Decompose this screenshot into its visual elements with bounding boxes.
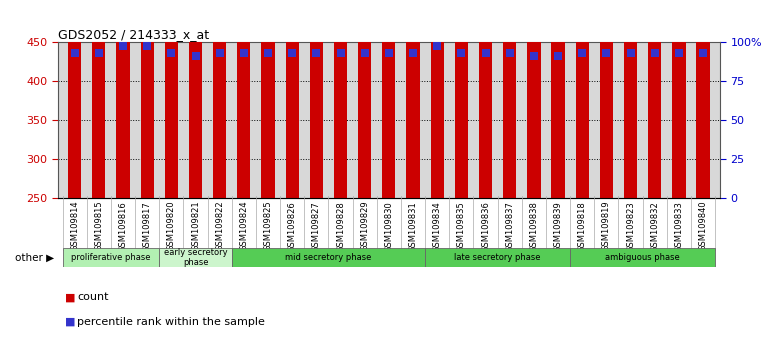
Point [166,51,178,56]
Text: late secretory phase: late secretory phase [454,253,541,262]
Bar [503,0,517,198]
Point [431,43,444,48]
Bar [141,0,154,198]
Bar [382,0,396,198]
Text: GSM109821: GSM109821 [191,201,200,251]
Point [69,51,81,56]
Point [480,51,492,56]
Bar [213,0,226,198]
Text: GSM109819: GSM109819 [602,201,611,251]
Point [648,51,661,56]
Bar [600,0,613,198]
Point [407,51,419,56]
Point [552,54,564,59]
Text: GSM109815: GSM109815 [95,201,103,251]
Text: GSM109840: GSM109840 [698,201,708,251]
Bar [407,0,420,198]
Text: GSM109839: GSM109839 [554,201,563,252]
Bar [358,0,371,198]
Bar [310,0,323,198]
Bar [570,248,715,267]
Bar [286,0,299,198]
Point [527,54,540,59]
Text: GSM109828: GSM109828 [336,201,345,252]
Point [576,51,588,56]
Text: GSM109832: GSM109832 [650,201,659,252]
Text: GSM109824: GSM109824 [239,201,249,251]
Text: percentile rank within the sample: percentile rank within the sample [77,317,265,327]
Text: GSM109820: GSM109820 [167,201,176,251]
Text: mid secretory phase: mid secretory phase [285,253,372,262]
Bar [624,0,638,198]
Text: GSM109837: GSM109837 [505,201,514,252]
Point [262,51,274,56]
Text: GSM109825: GSM109825 [263,201,273,251]
Bar [68,0,82,198]
Point [697,51,709,56]
Point [359,51,371,56]
Point [141,43,153,48]
Text: GSM109835: GSM109835 [457,201,466,252]
Text: GSM109814: GSM109814 [70,201,79,251]
Bar [116,0,129,198]
Bar [575,0,589,198]
Text: GDS2052 / 214333_x_at: GDS2052 / 214333_x_at [58,28,209,41]
Text: GSM109834: GSM109834 [433,201,442,252]
Bar [159,248,232,267]
Point [334,51,346,56]
Bar [232,248,425,267]
Text: GSM109816: GSM109816 [119,201,128,252]
Bar [92,0,105,198]
Bar [261,0,275,198]
Point [286,51,298,56]
Bar [165,0,178,198]
Text: GSM109818: GSM109818 [578,201,587,252]
Bar [237,0,250,198]
Bar [334,0,347,198]
Text: count: count [77,292,109,302]
Bar [455,0,468,198]
Bar [696,0,710,198]
Text: GSM109831: GSM109831 [409,201,417,252]
Bar [430,0,444,198]
Point [117,43,129,48]
Text: ambiguous phase: ambiguous phase [605,253,680,262]
Text: GSM109838: GSM109838 [529,201,538,252]
Bar [648,0,661,198]
Point [504,51,516,56]
Point [383,51,395,56]
Text: GSM109823: GSM109823 [626,201,635,252]
Bar [551,0,564,198]
Text: GSM109829: GSM109829 [360,201,369,251]
Point [600,51,612,56]
Text: ■: ■ [65,317,76,327]
Point [673,51,685,56]
Point [92,51,105,56]
Bar [672,0,685,198]
Text: proliferative phase: proliferative phase [71,253,151,262]
Text: GSM109833: GSM109833 [675,201,683,252]
Bar [527,0,541,198]
Point [310,51,323,56]
Text: GSM109836: GSM109836 [481,201,490,252]
Bar [62,248,159,267]
Point [189,54,202,59]
Text: early secretory
phase: early secretory phase [164,248,227,267]
Bar [479,0,492,198]
Text: GSM109827: GSM109827 [312,201,321,252]
Bar [189,0,203,198]
Point [455,51,467,56]
Text: ■: ■ [65,292,76,302]
Point [238,51,250,56]
Bar [425,248,570,267]
Text: other ▶: other ▶ [15,252,54,263]
Point [213,51,226,56]
Text: GSM109826: GSM109826 [288,201,296,252]
Text: GSM109830: GSM109830 [384,201,393,252]
Text: GSM109822: GSM109822 [215,201,224,251]
Point [624,51,637,56]
Text: GSM109817: GSM109817 [142,201,152,252]
